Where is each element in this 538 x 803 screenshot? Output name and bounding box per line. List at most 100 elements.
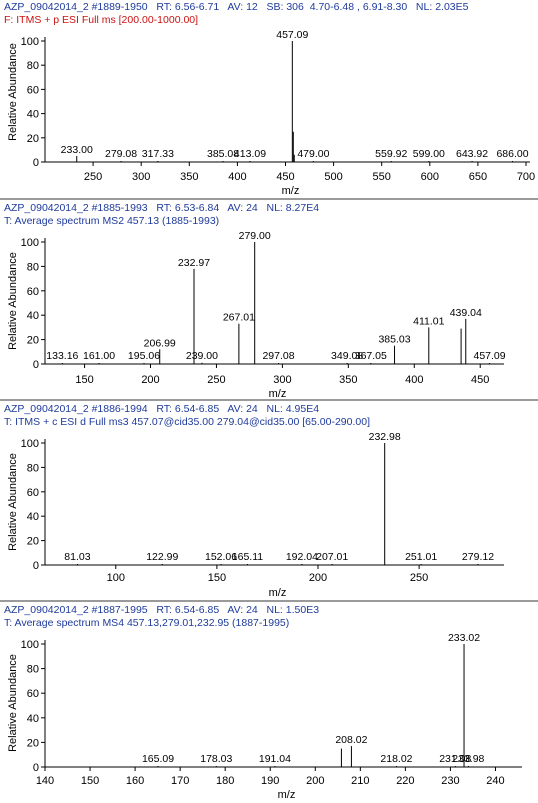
peak-label: 233.98 [452, 753, 484, 765]
scan-header-2: AZP_09042014_2 #1885-1993 RT: 6.53-6.84 … [4, 202, 320, 214]
x-tick-label: 450 [276, 171, 294, 183]
x-tick-label: 100 [107, 572, 125, 584]
spectrum-panel-4: AZP_09042014_2 #1887-1995 RT: 6.54-6.85 … [0, 603, 538, 803]
x-axis-label: m/z [282, 185, 300, 197]
y-axis-label: Relative Abundance [7, 43, 19, 141]
y-tick-label: 20 [27, 536, 39, 548]
y-tick-label: 0 [33, 359, 39, 371]
y-tick-label: 100 [21, 36, 39, 48]
peak-label: 81.03 [64, 551, 90, 563]
x-tick-label: 600 [421, 171, 439, 183]
x-axis-label: m/z [278, 789, 296, 800]
x-tick-label: 700 [517, 171, 535, 183]
y-tick-label: 20 [27, 335, 39, 347]
peak-label: 279.12 [462, 551, 494, 563]
y-tick-label: 20 [27, 737, 39, 749]
peak-label: 686.00 [496, 148, 528, 160]
x-axis-label: m/z [269, 388, 287, 400]
x-tick-label: 240 [486, 775, 504, 787]
peak-label: 267.01 [223, 312, 255, 324]
panel-divider [0, 600, 538, 602]
y-tick-label: 80 [27, 462, 39, 474]
x-tick-label: 300 [132, 171, 150, 183]
peak-label: 218.02 [380, 753, 412, 765]
peak-label: 367.05 [355, 350, 387, 362]
x-tick-label: 650 [469, 171, 487, 183]
peak-label: 165.11 [232, 551, 263, 563]
peak-label: 208.02 [335, 734, 367, 746]
peak-label: 232.97 [178, 257, 210, 269]
peak-label: 133.16 [46, 350, 78, 362]
spectrum-chart-3: 0 20 40 60 80 100 100 150 200 250 Relative Abundan… [7, 431, 504, 599]
x-tick-label: 500 [324, 171, 342, 183]
peak-label: 192.04 [286, 551, 318, 563]
spectrum-chart-2: 0 20 40 60 80 100 150 200 250 300 350 400 450 Relativ… [7, 230, 506, 400]
peak-label: 195.06 [128, 350, 160, 362]
spectrum-chart-4: 0 20 40 60 80 100 140 150 160 170 180 190 200 210 220 2… [7, 632, 522, 800]
peak-label: 413.09 [234, 148, 266, 160]
peak-label: 457.09 [276, 29, 308, 41]
x-tick-label: 250 [84, 171, 102, 183]
y-tick-label: 40 [27, 511, 39, 523]
peak-label: 559.92 [375, 148, 407, 160]
peak-label: 349.08 [331, 350, 363, 362]
peak-label: 385.08 [207, 148, 239, 160]
peak-label: 457.09 [474, 350, 506, 362]
y-tick-label: 100 [21, 237, 39, 249]
peak-label: 599.00 [413, 148, 445, 160]
y-tick-label: 100 [21, 639, 39, 651]
y-tick-label: 80 [27, 60, 39, 72]
peak-label: 165.09 [142, 753, 174, 765]
peak-label: 643.92 [456, 148, 488, 160]
spectrum-panel-3: AZP_09042014_2 #1886-1994 RT: 6.54-6.85 … [0, 402, 538, 602]
peak-label: 279.00 [239, 230, 271, 242]
scan-filter-3: T: ITMS + c ESI d Full ms3 457.07@cid35.… [4, 416, 370, 428]
x-tick-label: 160 [126, 775, 144, 787]
x-tick-label: 300 [273, 374, 291, 386]
peak-label: 479.00 [297, 148, 329, 160]
x-tick-label: 170 [171, 775, 189, 787]
scan-filter-2: T: Average spectrum MS2 457.13 (1885-199… [4, 215, 220, 227]
y-tick-label: 60 [27, 487, 39, 499]
peak-label: 191.04 [259, 753, 291, 765]
spectrum-panel-2: AZP_09042014_2 #1885-1993 RT: 6.53-6.84 … [0, 201, 538, 401]
peak-label: 207.01 [316, 551, 348, 563]
peak-label: 439.04 [450, 307, 482, 319]
x-tick-label: 200 [306, 775, 324, 787]
peak-label: 385.03 [378, 334, 410, 346]
x-tick-label: 400 [228, 171, 246, 183]
x-tick-label: 450 [471, 374, 489, 386]
y-axis-label: Relative Abundance [7, 252, 19, 350]
peak-label: 233.02 [448, 632, 480, 644]
y-tick-label: 0 [33, 157, 39, 169]
x-tick-label: 180 [216, 775, 234, 787]
scan-header-1: AZP_09042014_2 #1889-1950 RT: 6.56-6.71 … [4, 1, 469, 13]
x-tick-label: 350 [339, 374, 357, 386]
x-axis-label: m/z [269, 587, 287, 599]
x-tick-label: 400 [405, 374, 423, 386]
y-axis-label: Relative Abundance [7, 654, 19, 752]
peak-label: 178.03 [200, 753, 232, 765]
scan-header-4: AZP_09042014_2 #1887-1995 RT: 6.54-6.85 … [4, 604, 320, 616]
x-tick-label: 150 [75, 374, 93, 386]
spectrum-chart-1: 0 20 40 60 80 100 250 300 350 400 450 500 550 600 650 7… [7, 29, 535, 197]
x-tick-label: 210 [351, 775, 369, 787]
x-tick-label: 230 [441, 775, 459, 787]
peak-label: 161.00 [83, 350, 115, 362]
x-tick-label: 150 [81, 775, 99, 787]
peak-label: 232.98 [369, 431, 401, 443]
scan-filter-1: F: ITMS + p ESI Full ms [200.00-1000.00] [4, 14, 199, 26]
scan-header-3: AZP_09042014_2 #1886-1994 RT: 6.54-6.85 … [4, 403, 320, 415]
y-tick-label: 40 [27, 310, 39, 322]
y-tick-label: 40 [27, 109, 39, 121]
y-tick-label: 100 [21, 438, 39, 450]
spectrum-panel-1: AZP_09042014_2 #1889-1950 RT: 6.56-6.71 … [0, 0, 538, 200]
x-tick-label: 200 [141, 374, 159, 386]
y-tick-label: 40 [27, 713, 39, 725]
x-tick-label: 220 [396, 775, 414, 787]
scan-filter-4: T: Average spectrum MS4 457.13,279.01,23… [4, 617, 290, 629]
peak-label: 152.06 [205, 551, 237, 563]
peak-label: 251.01 [405, 551, 437, 563]
peak-label: 231.08 [439, 753, 471, 765]
peak-label: 279.08 [105, 148, 137, 160]
